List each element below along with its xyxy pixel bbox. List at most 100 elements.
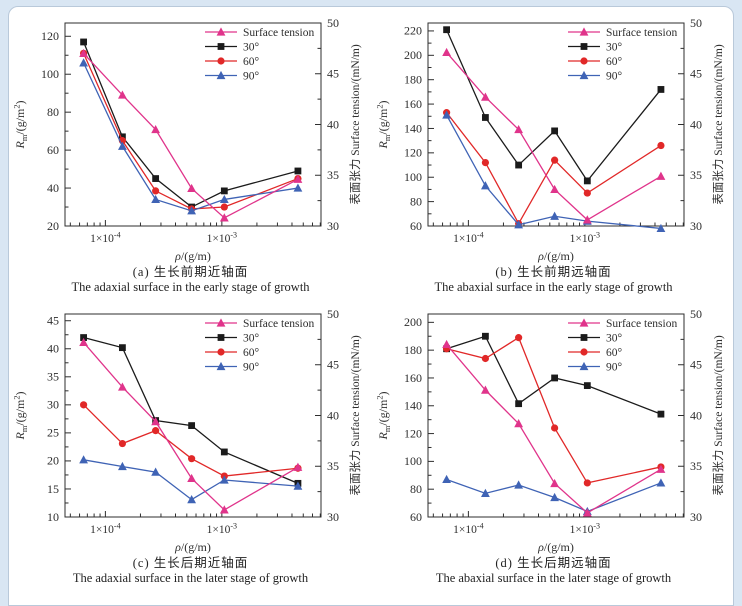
svg-text:80: 80 [47, 105, 59, 119]
caption-en-b: The abaxial surface in the early stage o… [434, 280, 673, 294]
chart-panel-b: 1×10-4 1×10-3 60 80 100 120 140 160 180 200 220 30 3… [372, 7, 735, 294]
svg-text:45: 45 [327, 67, 339, 81]
svg-text:15: 15 [47, 482, 59, 496]
svg-text:Surface tension: Surface tension [243, 318, 314, 330]
svg-text:90°: 90° [243, 361, 260, 373]
svg-text:120: 120 [41, 29, 59, 43]
svg-text:1×10-4: 1×10-4 [90, 522, 120, 537]
svg-text:1×10-4: 1×10-4 [453, 522, 483, 537]
figure-page: 1×10-4 1×10-3 20 40 60 80 100 120 30 35 40 45 50 Surf… [8, 6, 734, 606]
svg-text:140: 140 [404, 399, 422, 413]
svg-text:ρ/(g/m): ρ/(g/m) [174, 540, 211, 554]
svg-text:180: 180 [404, 343, 422, 357]
svg-text:20: 20 [47, 219, 59, 233]
svg-text:120: 120 [404, 426, 422, 440]
chart-panel-d: 1×10-4 1×10-3 60 80 100 120 140 160 180 200 30 35 40… [372, 294, 735, 586]
svg-text:Surface tension: Surface tension [243, 27, 314, 39]
svg-text:60: 60 [47, 143, 59, 157]
svg-text:200: 200 [404, 48, 422, 62]
svg-text:Rm/(g/m2): Rm/(g/m2) [13, 100, 30, 149]
svg-text:表面张力 Surface tension/(mN/m): 表面张力 Surface tension/(mN/m) [348, 44, 362, 205]
svg-text:1×10-3: 1×10-3 [207, 231, 237, 246]
svg-text:30: 30 [47, 398, 59, 412]
svg-text:35: 35 [690, 459, 702, 473]
svg-text:100: 100 [404, 454, 422, 468]
svg-text:ρ/(g/m): ρ/(g/m) [174, 249, 211, 263]
svg-text:90°: 90° [606, 361, 623, 373]
svg-text:60: 60 [410, 510, 422, 524]
svg-text:表面张力 Surface tension/(mN/m): 表面张力 Surface tension/(mN/m) [348, 335, 362, 496]
svg-text:10: 10 [47, 510, 59, 524]
svg-text:30: 30 [690, 219, 702, 233]
svg-text:Rm/(g/m2): Rm/(g/m2) [376, 100, 393, 149]
svg-text:120: 120 [404, 146, 422, 160]
svg-text:90°: 90° [606, 70, 623, 82]
svg-text:30: 30 [327, 510, 339, 524]
svg-text:40: 40 [327, 117, 339, 131]
svg-text:100: 100 [404, 170, 422, 184]
svg-text:40: 40 [690, 408, 702, 422]
svg-text:35: 35 [47, 370, 59, 384]
svg-text:140: 140 [404, 121, 422, 135]
chart-a-canvas: 1×10-4 1×10-3 20 40 60 80 100 120 30 35 40 45 50 Surf… [13, 16, 363, 263]
caption-zh-a: (a) 生长前期近轴面 [132, 265, 249, 279]
svg-text:60: 60 [410, 219, 422, 233]
caption-zh-b: (b) 生长前期远轴面 [495, 265, 612, 279]
svg-text:30°: 30° [243, 332, 260, 344]
svg-text:30: 30 [327, 219, 339, 233]
svg-text:220: 220 [404, 24, 422, 38]
svg-text:1×10-4: 1×10-4 [90, 231, 120, 246]
chart-c-canvas: 1×10-4 1×10-3 10 15 20 25 30 35 40 45 30 35 40 45 50 Su… [13, 307, 363, 554]
svg-text:45: 45 [327, 358, 339, 372]
svg-text:45: 45 [690, 358, 702, 372]
chart-grid: 1×10-4 1×10-3 20 40 60 80 100 120 30 35 40 45 50 Surf… [9, 7, 733, 586]
caption-en-c: The adaxial surface in the later stage o… [72, 571, 309, 585]
svg-text:50: 50 [690, 16, 702, 30]
caption-zh-d: (d) 生长后期远轴面 [495, 556, 612, 570]
chart-panel-a: 1×10-4 1×10-3 20 40 60 80 100 120 30 35 40 45 50 Surf… [9, 7, 372, 294]
chart-b-canvas: 1×10-4 1×10-3 60 80 100 120 140 160 180 200 220 30 3… [376, 16, 726, 263]
svg-text:180: 180 [404, 72, 422, 86]
svg-text:1×10-3: 1×10-3 [570, 522, 600, 537]
svg-text:90°: 90° [243, 70, 260, 82]
svg-text:200: 200 [404, 315, 422, 329]
svg-text:40: 40 [47, 181, 59, 195]
svg-text:60°: 60° [243, 347, 260, 359]
chart-d-canvas: 1×10-4 1×10-3 60 80 100 120 140 160 180 200 30 35 40… [376, 307, 726, 554]
svg-text:表面张力 Surface tension/(mN/m): 表面张力 Surface tension/(mN/m) [711, 44, 725, 205]
svg-text:1×10-3: 1×10-3 [570, 231, 600, 246]
svg-text:60°: 60° [606, 56, 623, 68]
caption-en-d: The abaxial surface in the later stage o… [435, 571, 672, 585]
svg-text:Rm/(g/m2): Rm/(g/m2) [376, 391, 393, 440]
chart-panel-c: 1×10-4 1×10-3 10 15 20 25 30 35 40 45 30 35 40 45 50 Su… [9, 294, 372, 586]
svg-text:35: 35 [690, 168, 702, 182]
svg-text:45: 45 [47, 314, 59, 328]
svg-text:Rm/(g/m2): Rm/(g/m2) [13, 391, 30, 440]
svg-text:35: 35 [327, 459, 339, 473]
svg-text:160: 160 [404, 371, 422, 385]
svg-text:40: 40 [327, 408, 339, 422]
svg-text:30: 30 [690, 510, 702, 524]
svg-text:40: 40 [47, 342, 59, 356]
caption-en-a: The adaxial surface in the early stage o… [71, 280, 310, 294]
svg-text:30°: 30° [243, 41, 260, 53]
svg-text:80: 80 [410, 194, 422, 208]
caption-zh-c: (c) 生长后期近轴面 [132, 556, 249, 570]
svg-text:1×10-4: 1×10-4 [453, 231, 483, 246]
svg-text:40: 40 [690, 117, 702, 131]
svg-text:Surface tension: Surface tension [606, 27, 677, 39]
svg-text:45: 45 [690, 67, 702, 81]
svg-text:60°: 60° [606, 347, 623, 359]
svg-text:Surface tension: Surface tension [606, 318, 677, 330]
svg-text:25: 25 [47, 426, 59, 440]
svg-text:35: 35 [327, 168, 339, 182]
svg-text:60°: 60° [243, 56, 260, 68]
svg-text:100: 100 [41, 67, 59, 81]
svg-text:20: 20 [47, 454, 59, 468]
svg-text:160: 160 [404, 97, 422, 111]
svg-text:50: 50 [327, 16, 339, 30]
svg-text:表面张力 Surface tension/(mN/m): 表面张力 Surface tension/(mN/m) [711, 335, 725, 496]
svg-text:ρ/(g/m): ρ/(g/m) [537, 540, 574, 554]
svg-text:50: 50 [327, 307, 339, 321]
svg-text:30°: 30° [606, 332, 623, 344]
